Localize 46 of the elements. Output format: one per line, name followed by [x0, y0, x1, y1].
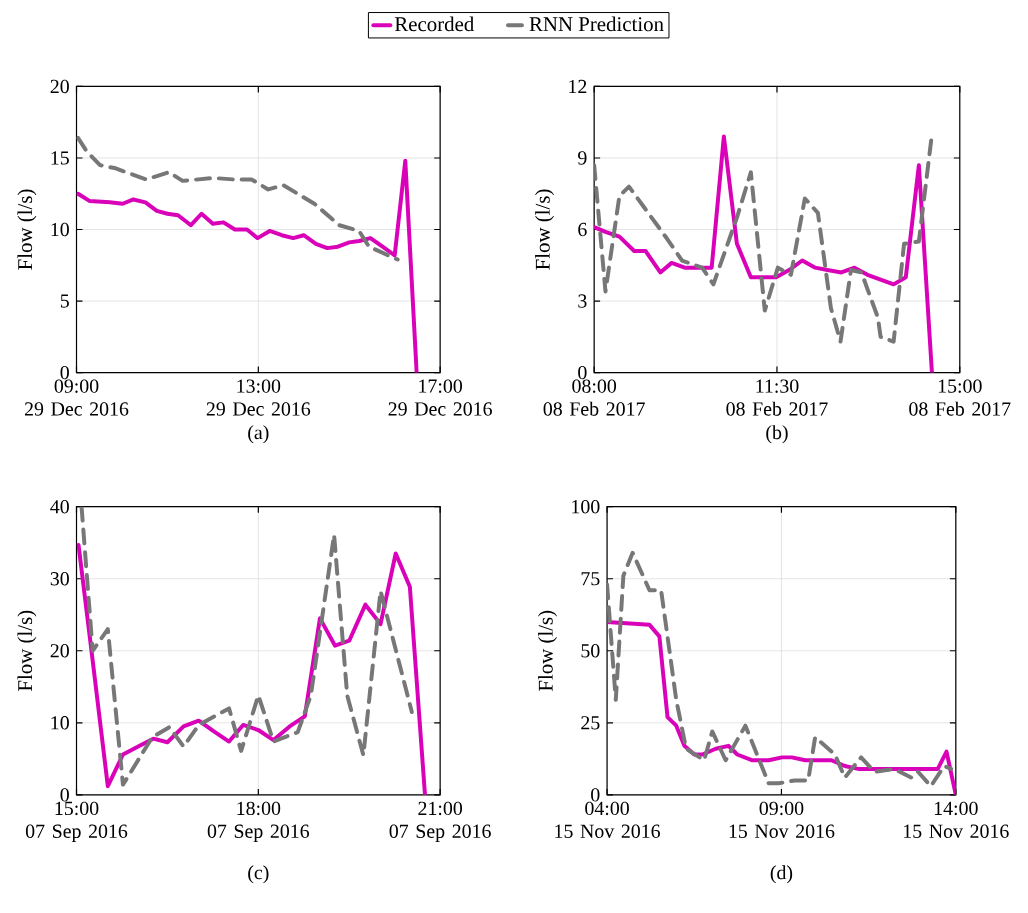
- y-tick-label: 30: [50, 572, 69, 586]
- y-tick-label: 50: [581, 644, 600, 658]
- x-tick-label: 18:00 07 Sep 2016: [207, 801, 310, 842]
- y-tick-label: 10: [51, 716, 69, 730]
- y-tick-label: 0: [60, 788, 69, 802]
- text: (a): [248, 425, 269, 444]
- y-tick-label: 25: [581, 716, 600, 730]
- line-series: [76, 135, 400, 262]
- x-tick-label: 09:00 15 Nov 2016: [729, 801, 835, 838]
- x-tick-label: 09:00 29 Dec 2016: [24, 379, 129, 416]
- y-tick-label: 10: [51, 222, 69, 237]
- x-tick-label: 15:00 07 Sep 2016: [25, 801, 128, 842]
- y-tick-label: 5: [60, 294, 69, 308]
- x-tick-label: 04:00 15 Nov 2016: [555, 801, 661, 838]
- x-tick-label: 11:30 08 Feb 2017: [726, 379, 828, 416]
- y-tick-label: 12: [569, 79, 587, 93]
- x-tick-label: 15:00 08 Feb 2017: [909, 379, 1011, 416]
- text: (d): [770, 865, 793, 884]
- text: (b): [766, 425, 788, 444]
- x-tick-label: 13:00 29 Dec 2016: [206, 379, 311, 416]
- y-tick-label: 20: [50, 644, 69, 658]
- x-tick-label: 08:00 08 Feb 2017: [543, 379, 645, 416]
- x-tick-label: 21:00 07 Sep 2016: [389, 801, 491, 842]
- y-tick-label: 6: [578, 222, 587, 237]
- legend-label: RNN Prediction: [529, 16, 664, 32]
- y-tick-label: 20: [50, 79, 69, 94]
- text: (c): [248, 865, 269, 884]
- y-axis-title: Flow (l/s): [538, 610, 557, 691]
- y-tick-label: 15: [51, 151, 69, 165]
- y-tick-label: 9: [578, 151, 587, 165]
- y-tick-label: 100: [572, 499, 600, 514]
- line-series: [79, 506, 414, 787]
- y-tick-label: 40: [50, 499, 69, 514]
- y-tick-label: 0: [578, 365, 587, 380]
- y-axis-title: Flow (l/s): [17, 189, 37, 270]
- y-axis-title: Flow (l/s): [535, 189, 555, 270]
- line-series: [76, 542, 427, 795]
- y-tick-label: 0: [60, 365, 69, 380]
- y-tick-label: 0: [591, 788, 600, 802]
- y-tick-label: 3: [578, 294, 587, 308]
- y-tick-label: 75: [581, 572, 600, 586]
- x-tick-label: 14:00 15 Nov 2016: [904, 801, 1009, 838]
- legend-label: Recorded: [394, 16, 475, 32]
- line-series: [76, 158, 419, 373]
- y-axis-title: Flow (l/s): [17, 610, 37, 691]
- x-tick-label: 17:00 29 Dec 2016: [388, 379, 492, 416]
